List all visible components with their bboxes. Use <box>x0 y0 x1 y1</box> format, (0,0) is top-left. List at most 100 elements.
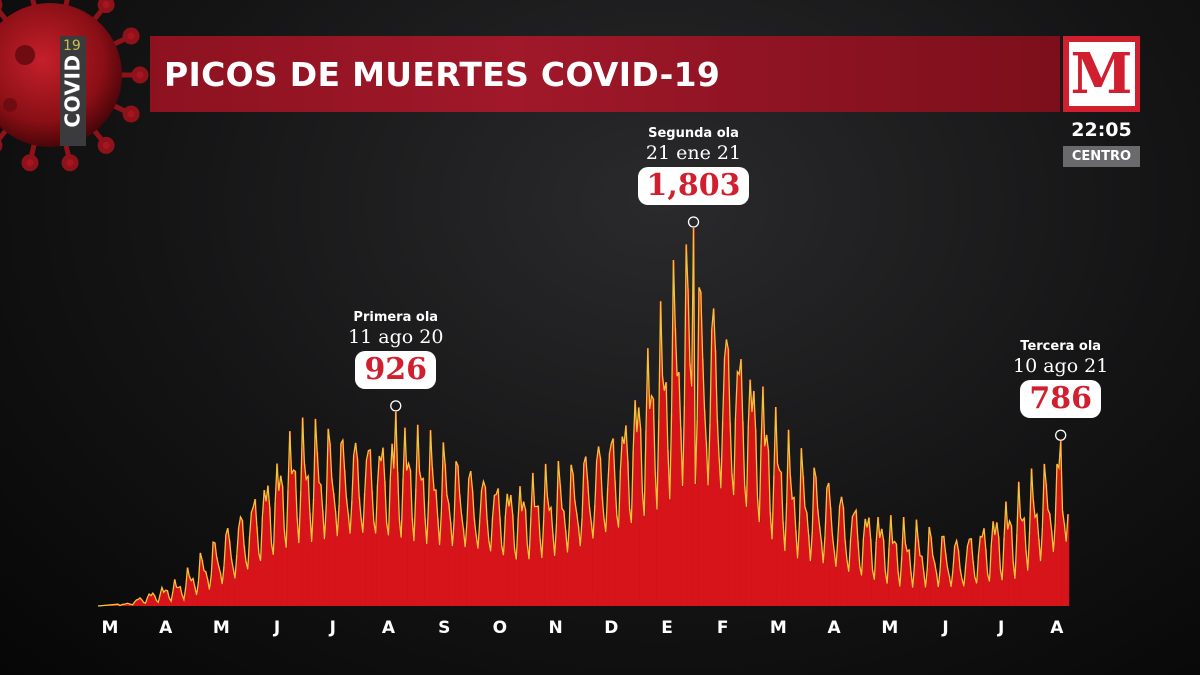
daily-bar <box>756 498 759 606</box>
daily-bar <box>948 576 951 606</box>
daily-bar <box>382 447 385 606</box>
daily-bar <box>316 452 319 606</box>
daily-bar <box>1043 463 1046 606</box>
peak-markers <box>390 216 1067 441</box>
daily-bar <box>1045 483 1048 606</box>
daily-bar <box>140 599 144 606</box>
daily-bar <box>332 493 335 606</box>
daily-bar <box>804 507 807 606</box>
daily-bar <box>369 449 372 606</box>
covid-tag: 19 COVID <box>60 36 86 146</box>
daily-bar <box>462 528 465 606</box>
daily-bar <box>252 506 255 606</box>
daily-bar <box>383 481 387 606</box>
daily-bar <box>776 463 779 606</box>
daily-bar <box>301 417 304 606</box>
daily-bar <box>952 570 955 606</box>
daily-bar <box>540 558 544 606</box>
daily-bar <box>170 601 173 606</box>
daily-bar <box>809 561 812 606</box>
daily-bar <box>1052 552 1055 606</box>
daily-bar <box>679 427 682 606</box>
daily-bar <box>212 542 215 606</box>
daily-bar <box>272 554 275 606</box>
daily-bar <box>460 514 463 606</box>
daily-bar <box>1006 529 1009 606</box>
daily-bar <box>334 511 337 606</box>
daily-bar <box>694 484 697 606</box>
daily-bar <box>833 550 836 606</box>
daily-bar <box>396 471 399 606</box>
month-tick-label: J <box>329 618 336 638</box>
peak-annotation: Primera ola 11 ago 20 926 <box>326 310 466 389</box>
daily-bar <box>533 506 536 606</box>
daily-bar <box>544 463 547 606</box>
month-tick-label: N <box>548 618 563 638</box>
daily-bar <box>133 602 136 606</box>
daily-bar <box>478 519 482 606</box>
month-tick-label: M <box>769 618 787 638</box>
daily-bar <box>493 495 496 606</box>
daily-bar <box>456 465 460 606</box>
daily-bar <box>685 244 688 606</box>
virus-spike-tip <box>21 154 39 172</box>
daily-bar <box>738 374 741 606</box>
daily-bar <box>621 436 624 606</box>
daily-bar <box>617 527 620 606</box>
daily-bar <box>705 442 708 606</box>
daily-bar <box>785 502 788 606</box>
daily-bar <box>652 398 655 606</box>
daily-bar <box>298 543 301 606</box>
daily-bar <box>780 472 783 606</box>
month-tick-label: A <box>1050 618 1064 638</box>
daily-bar <box>292 470 295 606</box>
daily-bar <box>992 521 995 606</box>
daily-bar <box>762 386 765 606</box>
daily-bar <box>535 506 538 606</box>
daily-bar <box>195 595 198 606</box>
daily-bar <box>844 540 847 606</box>
daily-bar <box>184 587 187 606</box>
daily-bar <box>418 471 421 606</box>
daily-bar <box>484 487 487 606</box>
daily-bar <box>920 556 924 606</box>
daily-bar <box>663 390 666 606</box>
daily-bar <box>113 604 116 606</box>
daily-bar <box>254 499 257 606</box>
daily-bar <box>372 521 376 606</box>
daily-bar <box>811 531 814 606</box>
daily-bar <box>791 498 794 606</box>
daily-bar <box>1032 500 1035 606</box>
daily-bar <box>701 358 704 606</box>
daily-bar <box>219 572 222 606</box>
daily-bar <box>953 546 956 606</box>
daily-bar <box>595 460 598 606</box>
daily-bar <box>453 519 456 606</box>
daily-bar <box>559 484 562 606</box>
daily-bar <box>402 478 405 606</box>
virus-spike-tip <box>122 27 140 45</box>
daily-bar <box>524 509 527 606</box>
daily-bar <box>137 599 140 606</box>
daily-bar <box>330 478 334 606</box>
daily-bar <box>805 512 808 606</box>
daily-bar <box>548 510 551 606</box>
daily-bar <box>608 453 611 606</box>
daily-bar <box>239 516 242 606</box>
daily-bar <box>407 463 410 606</box>
daily-bar <box>1023 518 1026 606</box>
daily-bar <box>751 412 754 606</box>
daily-bar <box>815 476 818 606</box>
daily-bar <box>1015 534 1019 606</box>
daily-bar <box>787 429 790 606</box>
daily-bar <box>793 497 796 606</box>
daily-bar <box>822 563 825 606</box>
daily-bar <box>436 518 439 606</box>
daily-bar <box>867 517 871 606</box>
daily-bar <box>736 371 739 606</box>
daily-bar <box>203 570 206 606</box>
daily-bar <box>171 591 175 606</box>
daily-bar <box>957 550 960 606</box>
daily-bar <box>356 458 359 606</box>
